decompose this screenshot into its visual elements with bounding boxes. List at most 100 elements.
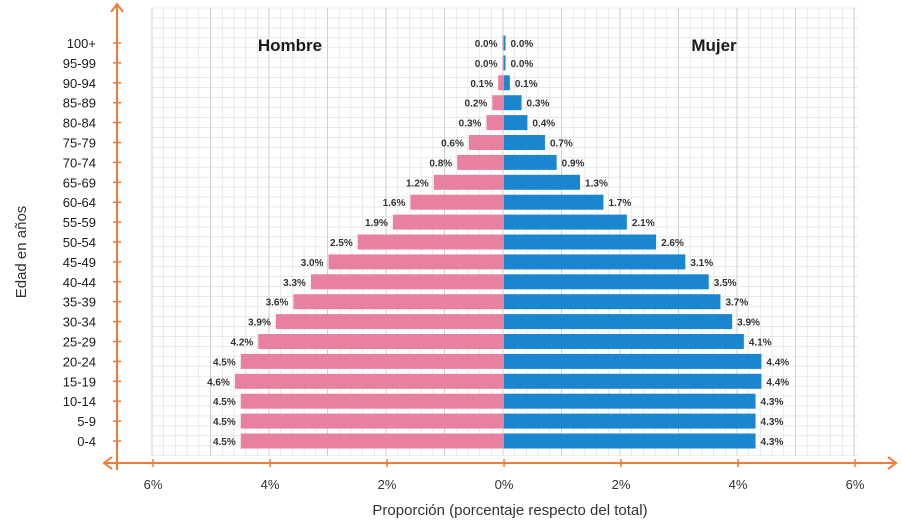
y-tick-label-100+: 100+	[67, 36, 96, 51]
value-label-mujer-45-49: 3.1%	[690, 258, 713, 269]
value-label-hombre-20-24: 4.5%	[213, 357, 236, 368]
y-tick-label-95-99: 95-99	[63, 56, 96, 71]
value-label-hombre-55-59: 1.9%	[365, 218, 388, 229]
y-tick-label-30-34: 30-34	[63, 315, 96, 330]
value-label-mujer-75-79: 0.7%	[550, 139, 573, 150]
x-axis-title: Proporción (porcentaje respecto del tota…	[372, 502, 647, 519]
value-label-hombre-70-74: 0.8%	[429, 158, 452, 169]
value-label-mujer-95-99: 0.0%	[511, 59, 534, 70]
bar-mujer-50-54	[504, 234, 657, 250]
bar-hombre-30-34	[275, 314, 504, 330]
value-label-hombre-25-29: 4.2%	[231, 338, 254, 349]
x-tick-label-4: 2%	[612, 477, 631, 492]
value-label-hombre-15-19: 4.6%	[207, 377, 230, 388]
y-tick-label-50-54: 50-54	[63, 235, 96, 250]
bar-mujer-35-39	[504, 294, 721, 310]
y-tick-label-70-74: 70-74	[63, 155, 96, 170]
bar-hombre-35-39	[293, 294, 504, 310]
y-tick-label-0-4: 0-4	[77, 434, 96, 449]
bar-mujer-5-9	[504, 413, 756, 429]
x-tick-label-3: 0%	[495, 477, 514, 492]
value-label-mujer-0-4: 4.3%	[761, 437, 784, 448]
bar-hombre-50-54	[357, 234, 504, 250]
value-label-hombre-35-39: 3.6%	[266, 298, 289, 309]
bar-mujer-45-49	[504, 254, 686, 270]
bar-mujer-100+	[504, 35, 506, 51]
bar-mujer-95-99	[504, 55, 506, 71]
bar-mujer-40-44	[504, 274, 709, 290]
axes-group	[102, 2, 898, 470]
x-tick-label-0: 6%	[144, 477, 163, 492]
value-label-hombre-80-84: 0.3%	[459, 119, 482, 130]
bar-hombre-85-89	[492, 95, 504, 111]
value-label-hombre-90-94: 0.1%	[470, 79, 493, 90]
value-label-mujer-30-34: 3.9%	[737, 318, 760, 329]
bar-hombre-90-94	[498, 75, 504, 91]
value-label-mujer-100+: 0.0%	[511, 39, 534, 50]
value-label-hombre-0-4: 4.5%	[213, 437, 236, 448]
value-label-mujer-20-24: 4.4%	[766, 357, 789, 368]
y-tick-label-60-64: 60-64	[63, 195, 96, 210]
tick-labels: 100+ 95-99 90-94 85-89 80-84 75-79 70-74 65-69 6…	[63, 36, 865, 492]
y-tick-label-75-79: 75-79	[63, 136, 96, 151]
value-label-mujer-15-19: 4.4%	[766, 377, 789, 388]
value-label-hombre-65-69: 1.2%	[406, 178, 429, 189]
value-label-mujer-40-44: 3.5%	[714, 278, 737, 289]
bar-hombre-0-4	[240, 433, 504, 449]
value-label-hombre-75-79: 0.6%	[441, 139, 464, 150]
series-label-hombre: Hombre	[258, 36, 322, 55]
bar-mujer-20-24	[504, 353, 762, 369]
bar-hombre-20-24	[240, 353, 504, 369]
bar-mujer-90-94	[504, 75, 510, 91]
bar-mujer-75-79	[504, 135, 545, 150]
value-label-mujer-65-69: 1.3%	[585, 178, 608, 189]
bar-hombre-45-49	[328, 254, 504, 270]
y-axis-title: Edad en años	[13, 206, 30, 299]
y-tick-label-55-59: 55-59	[63, 215, 96, 230]
bar-hombre-25-29	[258, 334, 504, 349]
y-tick-label-65-69: 65-69	[63, 175, 96, 190]
bars-group	[234, 35, 762, 449]
value-labels: 0.0% 0.0% 0.0% 0.0% 0.1% 0.1% 0.2% 0.3% 0.3% 0.4%…	[207, 39, 789, 448]
value-label-mujer-5-9: 4.3%	[761, 417, 784, 428]
value-label-mujer-80-84: 0.4%	[532, 119, 555, 130]
series-label-mujer: Mujer	[691, 36, 737, 55]
y-tick-label-85-89: 85-89	[63, 96, 96, 111]
bar-hombre-70-74	[457, 154, 504, 170]
value-label-hombre-30-34: 3.9%	[248, 318, 271, 329]
bar-hombre-40-44	[310, 274, 504, 290]
bar-mujer-60-64	[504, 194, 604, 210]
bar-mujer-85-89	[504, 95, 522, 111]
bar-hombre-80-84	[486, 115, 504, 131]
y-tick-label-35-39: 35-39	[63, 295, 96, 310]
value-label-hombre-5-9: 4.5%	[213, 417, 236, 428]
x-axis-arrow-right-icon	[887, 456, 898, 470]
bar-mujer-65-69	[504, 174, 581, 190]
y-tick-label-40-44: 40-44	[63, 275, 96, 290]
y-tick-label-80-84: 80-84	[63, 116, 96, 131]
value-label-hombre-60-64: 1.6%	[383, 198, 406, 209]
x-tick-label-6: 6%	[846, 477, 865, 492]
value-label-mujer-85-89: 0.3%	[527, 99, 550, 110]
bar-hombre-100+	[502, 35, 504, 51]
y-tick-label-45-49: 45-49	[63, 255, 96, 270]
y-tick-label-5-9: 5-9	[77, 414, 96, 429]
value-label-hombre-95-99: 0.0%	[475, 59, 498, 70]
bar-hombre-15-19	[234, 373, 504, 389]
y-tick-label-10-14: 10-14	[63, 394, 96, 409]
y-tick-label-90-94: 90-94	[63, 76, 96, 91]
x-tick-label-2: 2%	[378, 477, 397, 492]
value-label-mujer-55-59: 2.1%	[632, 218, 655, 229]
value-label-mujer-35-39: 3.7%	[725, 298, 748, 309]
bar-mujer-10-14	[504, 393, 756, 409]
value-label-hombre-100+: 0.0%	[475, 39, 498, 50]
value-label-hombre-10-14: 4.5%	[213, 397, 236, 408]
x-axis-arrow-left-icon	[102, 456, 113, 470]
bar-hombre-5-9	[240, 413, 504, 429]
bar-hombre-75-79	[468, 135, 504, 150]
bar-mujer-0-4	[504, 433, 756, 449]
bar-mujer-55-59	[504, 214, 627, 230]
value-label-hombre-85-89: 0.2%	[465, 99, 488, 110]
value-label-mujer-90-94: 0.1%	[515, 79, 538, 90]
